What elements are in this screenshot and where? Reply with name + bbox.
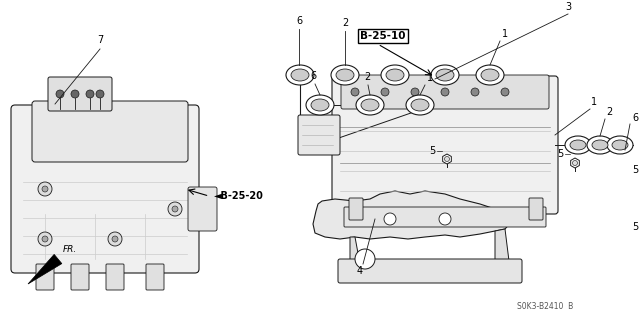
Text: 5: 5 (632, 165, 638, 175)
FancyBboxPatch shape (32, 101, 188, 162)
FancyBboxPatch shape (106, 264, 124, 290)
Ellipse shape (587, 136, 613, 154)
Circle shape (56, 90, 64, 98)
Circle shape (38, 232, 52, 246)
Text: 6: 6 (632, 113, 638, 123)
Circle shape (172, 206, 178, 212)
Text: 4: 4 (357, 266, 363, 276)
Circle shape (439, 213, 451, 225)
FancyBboxPatch shape (298, 115, 340, 155)
Ellipse shape (306, 95, 334, 115)
Circle shape (441, 88, 449, 96)
Ellipse shape (291, 69, 309, 81)
Ellipse shape (607, 136, 633, 154)
Circle shape (501, 88, 509, 96)
Circle shape (381, 88, 389, 96)
Circle shape (445, 157, 449, 161)
Text: 2: 2 (342, 18, 348, 28)
Ellipse shape (336, 69, 354, 81)
Circle shape (471, 88, 479, 96)
FancyBboxPatch shape (349, 198, 363, 220)
FancyBboxPatch shape (146, 264, 164, 290)
Ellipse shape (431, 65, 459, 85)
Circle shape (71, 90, 79, 98)
Ellipse shape (311, 99, 329, 111)
Ellipse shape (361, 99, 379, 111)
Circle shape (112, 236, 118, 242)
Circle shape (42, 186, 48, 192)
FancyBboxPatch shape (344, 207, 546, 227)
Text: ◄B-25-20: ◄B-25-20 (214, 191, 264, 201)
Ellipse shape (565, 136, 591, 154)
Text: 5: 5 (632, 222, 638, 232)
FancyBboxPatch shape (11, 105, 199, 273)
Circle shape (355, 249, 375, 269)
Circle shape (108, 232, 122, 246)
FancyBboxPatch shape (341, 75, 549, 109)
Text: 6: 6 (296, 16, 302, 26)
Ellipse shape (406, 95, 434, 115)
FancyBboxPatch shape (188, 187, 217, 231)
Circle shape (351, 88, 359, 96)
Circle shape (86, 90, 94, 98)
Text: 3: 3 (565, 2, 571, 12)
Text: 7: 7 (97, 35, 103, 45)
Ellipse shape (411, 99, 429, 111)
Ellipse shape (570, 140, 586, 150)
FancyBboxPatch shape (529, 198, 543, 220)
Circle shape (384, 213, 396, 225)
FancyBboxPatch shape (36, 264, 54, 290)
Text: 1: 1 (427, 73, 433, 83)
Ellipse shape (612, 140, 628, 150)
Text: 2: 2 (364, 72, 370, 82)
Text: 1: 1 (591, 97, 597, 107)
Ellipse shape (381, 65, 409, 85)
Ellipse shape (481, 69, 499, 81)
Ellipse shape (286, 65, 314, 85)
Circle shape (42, 236, 48, 242)
Circle shape (96, 90, 104, 98)
Circle shape (573, 160, 577, 166)
Text: FR.: FR. (63, 245, 77, 254)
Polygon shape (443, 154, 451, 164)
Circle shape (411, 88, 419, 96)
Ellipse shape (386, 69, 404, 81)
Ellipse shape (592, 140, 608, 150)
Text: 6: 6 (310, 71, 316, 81)
Polygon shape (28, 254, 62, 284)
Text: B-25-10: B-25-10 (360, 31, 406, 41)
Ellipse shape (476, 65, 504, 85)
Polygon shape (495, 229, 510, 269)
FancyBboxPatch shape (338, 259, 522, 283)
Circle shape (38, 182, 52, 196)
Text: 5: 5 (429, 146, 435, 156)
FancyBboxPatch shape (71, 264, 89, 290)
Ellipse shape (436, 69, 454, 81)
Text: S0K3-B2410  B: S0K3-B2410 B (516, 302, 573, 311)
Circle shape (168, 202, 182, 216)
Polygon shape (571, 158, 579, 168)
Polygon shape (313, 191, 512, 239)
Polygon shape (350, 237, 360, 269)
Text: 1: 1 (502, 29, 508, 39)
Text: 2: 2 (606, 107, 612, 117)
Ellipse shape (331, 65, 359, 85)
Text: 5: 5 (557, 149, 563, 159)
FancyBboxPatch shape (332, 76, 558, 214)
FancyBboxPatch shape (48, 77, 112, 111)
Ellipse shape (356, 95, 384, 115)
